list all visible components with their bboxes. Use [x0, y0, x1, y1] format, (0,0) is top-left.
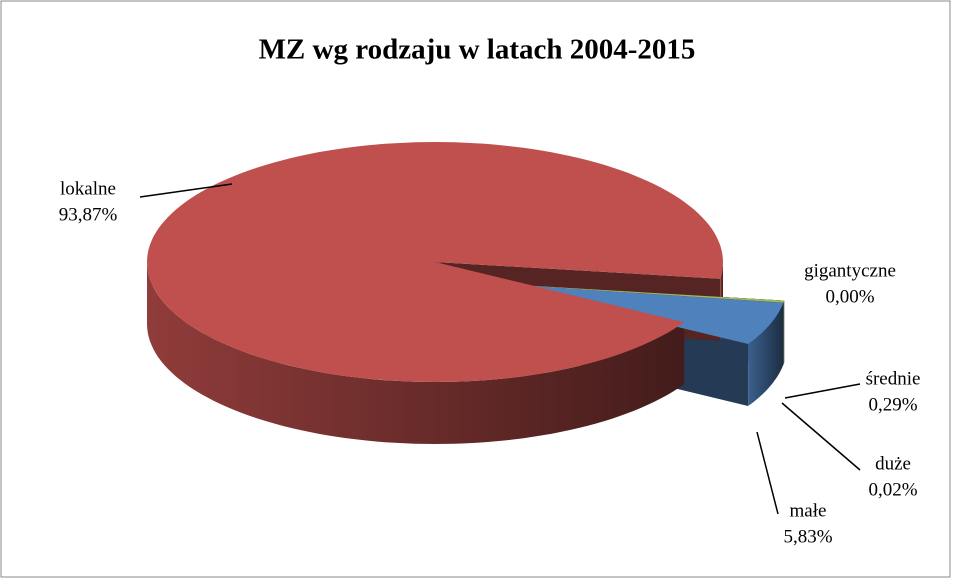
slice [498, 283, 784, 303]
leader-line [756, 431, 779, 515]
value-label: 0,29% [868, 394, 917, 415]
slice-side [783, 300, 785, 365]
slice [147, 142, 723, 382]
slice-label: małe [790, 500, 827, 521]
slice-side [147, 262, 685, 444]
slice [498, 283, 785, 303]
slice-label: duże [875, 453, 911, 474]
chart-title: MZ wg rodzaju w latach 2004-2015 [259, 34, 696, 66]
leader-line [781, 402, 861, 471]
slice-label: lokalne [60, 178, 116, 199]
slice-label: średnie [866, 368, 921, 389]
slice-side [748, 302, 784, 406]
slice-tops [147, 142, 785, 382]
value-label: 0,00% [825, 286, 874, 307]
leader-line [784, 383, 861, 399]
leader-line [139, 183, 233, 198]
value-label: 5,83% [783, 526, 832, 547]
slice-label: gigantyczne [804, 260, 896, 281]
value-label: 0,02% [868, 479, 917, 500]
value-label: 93,87% [59, 204, 118, 225]
